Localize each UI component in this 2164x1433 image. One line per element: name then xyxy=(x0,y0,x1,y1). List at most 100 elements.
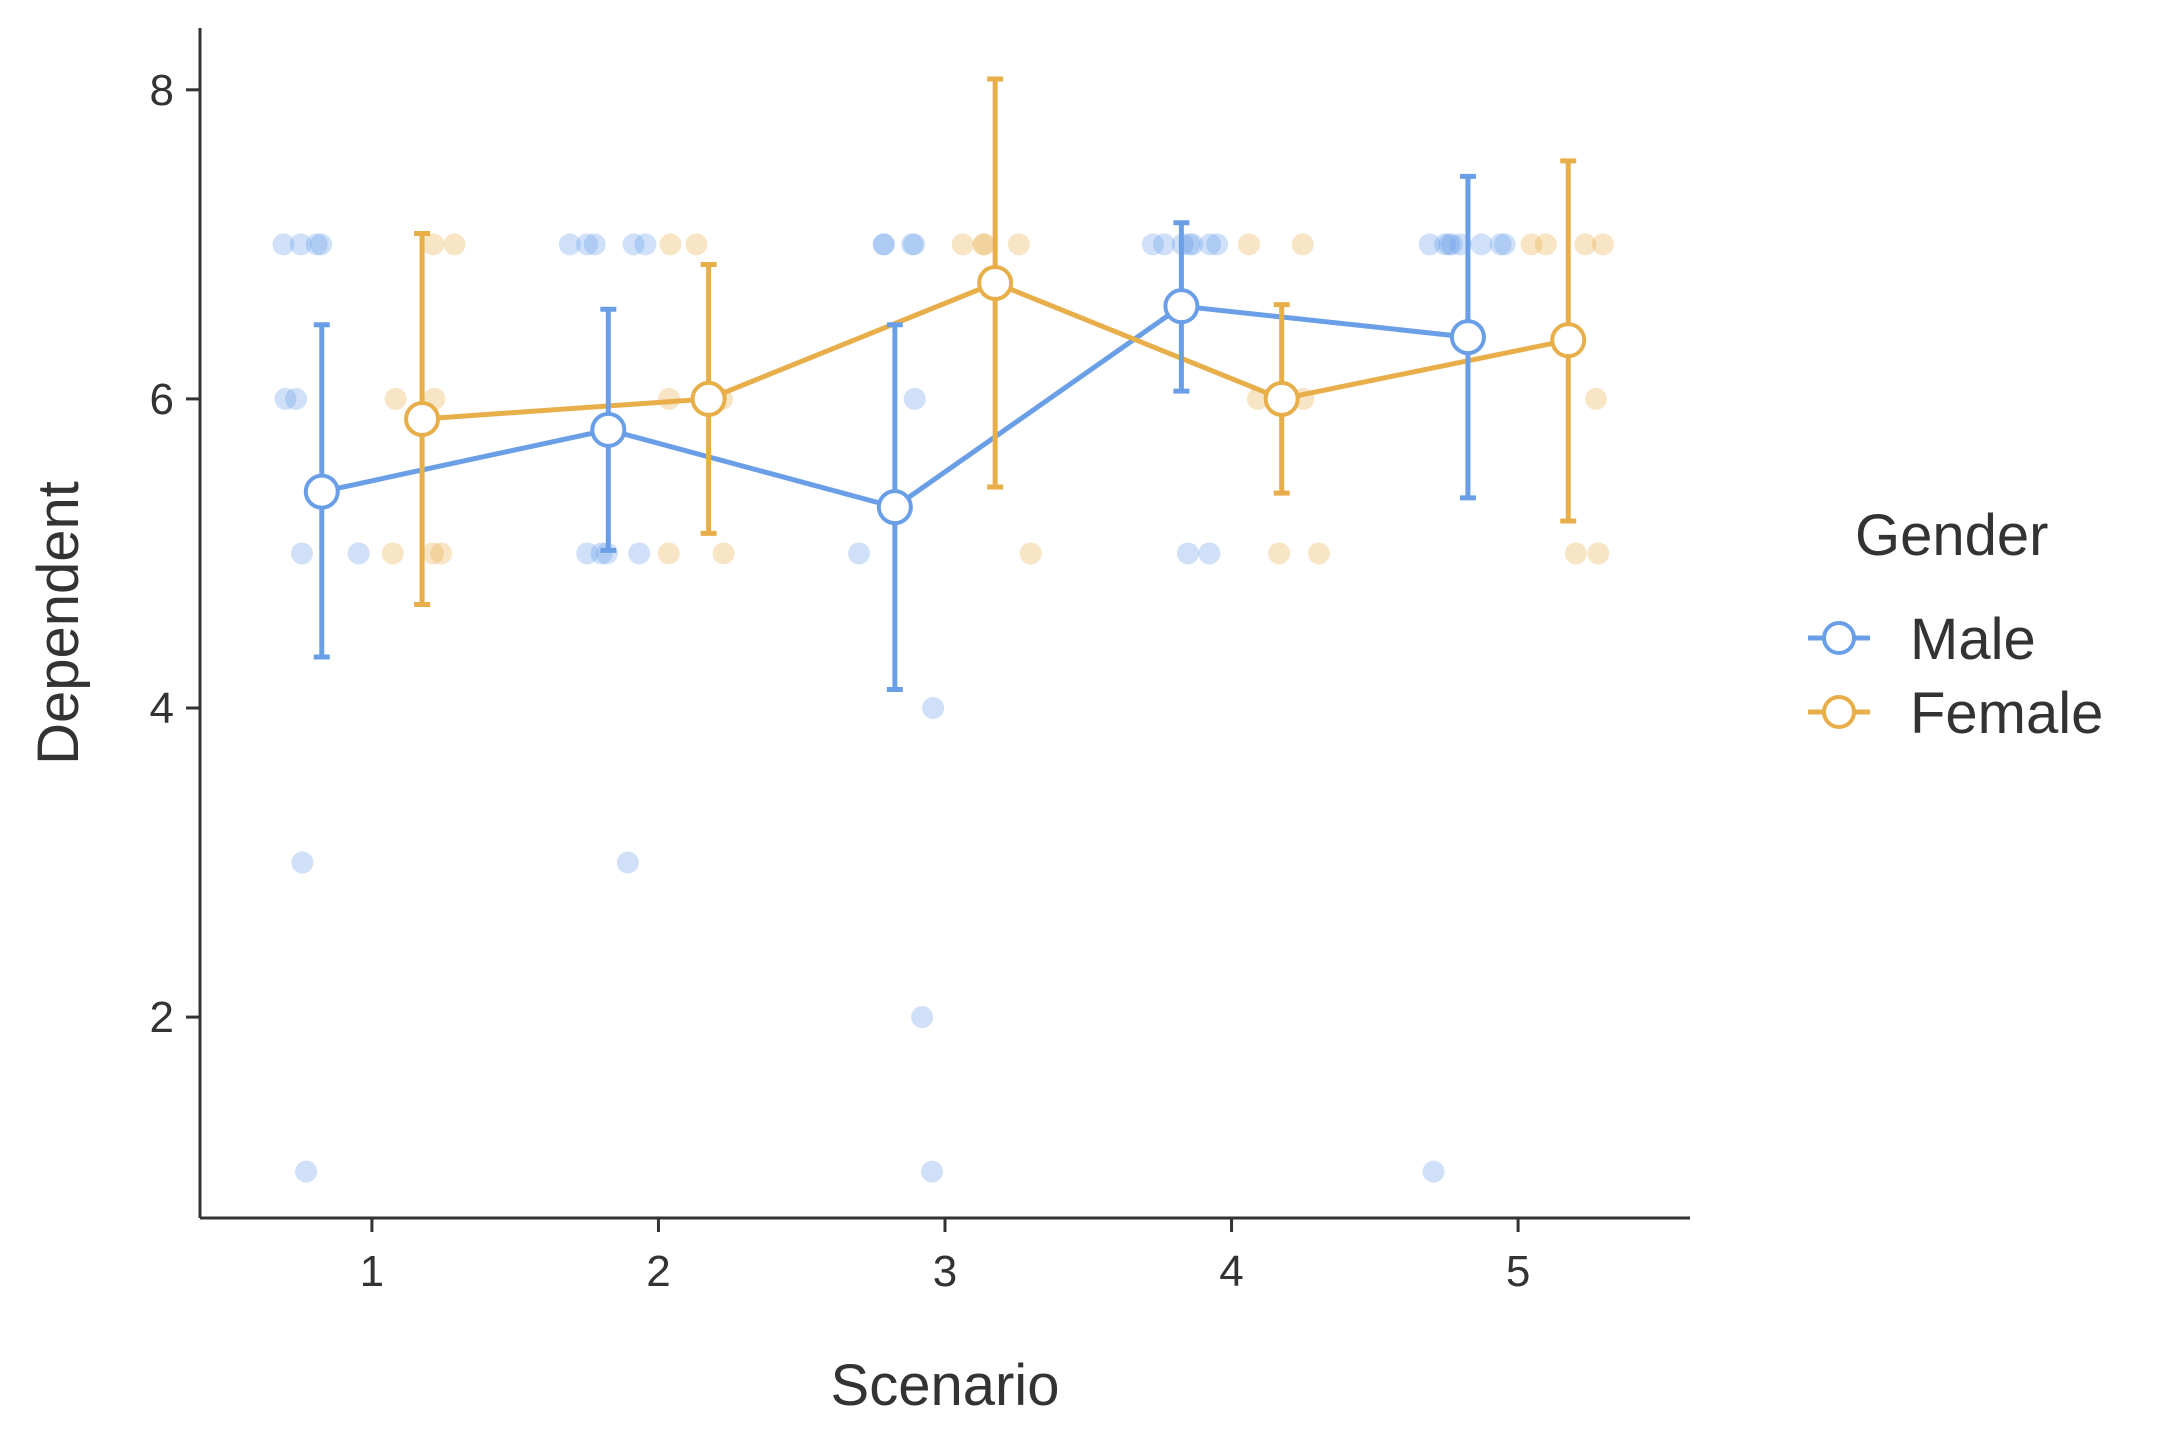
male-raw-point xyxy=(1493,233,1516,256)
series-lines-layer xyxy=(321,280,1569,510)
male-raw-point xyxy=(310,233,333,256)
female-raw-point xyxy=(1520,233,1543,256)
x-axis-ticks: 1 2 3 4 5 xyxy=(360,1218,1530,1296)
male-raw-point xyxy=(1422,1160,1445,1183)
legend: Gender Male Female xyxy=(1808,503,2103,746)
male-raw-point xyxy=(1181,233,1204,256)
male-mean-point xyxy=(590,411,627,448)
y-tick-label: 2 xyxy=(150,993,174,1042)
male-raw-point xyxy=(1198,542,1221,565)
female-raw-point xyxy=(657,542,680,565)
male-raw-point xyxy=(872,233,895,256)
error-bars-layer xyxy=(313,76,1577,692)
male-raw-point xyxy=(628,542,651,565)
male-raw-point xyxy=(290,542,313,565)
female-mean-point xyxy=(690,380,727,417)
female-legend-label: Female xyxy=(1910,681,2103,746)
male-raw-point xyxy=(295,1160,318,1183)
male-mean-point xyxy=(1449,319,1486,356)
female-raw-point xyxy=(685,233,708,256)
male-raw-point xyxy=(289,233,312,256)
female-raw-point xyxy=(1591,233,1614,256)
female-raw-point xyxy=(951,233,974,256)
male-raw-point xyxy=(1206,233,1229,256)
female-raw-point xyxy=(1564,542,1587,565)
male-mean-point xyxy=(303,473,340,510)
male-mean-point xyxy=(1163,288,1200,325)
female-legend-marker xyxy=(1822,695,1856,729)
male-mean-point xyxy=(876,489,913,526)
y-axis-title: Dependent xyxy=(26,481,91,765)
female-raw-point xyxy=(1268,542,1291,565)
male-raw-point xyxy=(922,697,945,719)
male-raw-point xyxy=(285,387,308,410)
male-raw-point xyxy=(1470,233,1493,256)
mean-points-layer xyxy=(303,265,1587,526)
male-raw-point xyxy=(1141,233,1164,256)
female-raw-point xyxy=(443,233,466,256)
male-raw-point xyxy=(272,233,295,256)
female-raw-point xyxy=(972,233,995,256)
male-raw-point xyxy=(1438,233,1461,256)
female-mean-point xyxy=(1263,380,1300,417)
male-raw-point xyxy=(1418,233,1441,256)
male-raw-point xyxy=(616,851,639,874)
male-legend-label: Male xyxy=(1910,607,2036,672)
legend-items: Male Female xyxy=(1808,607,2103,746)
raw-points-layer xyxy=(272,233,1614,1183)
x-tick-label: 5 xyxy=(1506,1247,1530,1296)
female-raw-point xyxy=(1291,233,1314,256)
female-raw-point xyxy=(1585,387,1608,410)
male-raw-point xyxy=(1434,233,1457,256)
male-raw-point xyxy=(634,233,657,256)
y-tick-label: 4 xyxy=(150,684,174,733)
male-raw-point xyxy=(291,851,314,874)
male-legend-marker xyxy=(1822,621,1856,655)
female-raw-point xyxy=(1307,542,1330,565)
x-tick-label: 3 xyxy=(933,1247,957,1296)
male-raw-point xyxy=(622,233,645,256)
male-raw-point xyxy=(305,233,328,256)
female-raw-point xyxy=(659,233,682,256)
male-raw-point xyxy=(1178,233,1201,256)
male-raw-point xyxy=(1153,233,1176,256)
legend-title: Gender xyxy=(1855,503,2048,568)
male-raw-point xyxy=(583,233,606,256)
female-mean-point xyxy=(404,401,441,437)
male-raw-point xyxy=(1199,233,1222,256)
male-raw-point xyxy=(576,233,599,256)
male-raw-point xyxy=(274,387,297,410)
x-axis-title: Scenario xyxy=(831,1353,1060,1418)
male-raw-point xyxy=(903,233,926,256)
male-raw-point xyxy=(903,387,926,410)
male-raw-point xyxy=(1440,233,1463,256)
y-tick-label: 6 xyxy=(150,375,174,424)
female-raw-point xyxy=(712,542,735,565)
male-raw-point xyxy=(848,542,871,565)
male-raw-point xyxy=(558,233,581,256)
female-raw-point xyxy=(1534,233,1557,256)
female-raw-point xyxy=(1007,233,1030,256)
x-tick-label: 2 xyxy=(646,1247,670,1296)
female-raw-point xyxy=(421,542,444,565)
female-mean-point xyxy=(977,265,1014,301)
male-raw-point xyxy=(1176,542,1199,565)
x-tick-label: 4 xyxy=(1219,1247,1243,1296)
x-tick-label: 1 xyxy=(360,1247,384,1296)
female-raw-point xyxy=(1587,542,1610,565)
male-raw-point xyxy=(872,233,895,256)
male-raw-point xyxy=(921,1160,944,1183)
male-raw-point xyxy=(347,542,370,565)
male-raw-point xyxy=(1489,233,1512,256)
female-raw-point xyxy=(422,233,445,256)
female-raw-point xyxy=(973,233,996,256)
y-tick-label: 8 xyxy=(150,66,174,115)
female-raw-point xyxy=(1574,233,1597,256)
male-raw-point xyxy=(901,233,924,256)
female-mean-point xyxy=(1550,322,1587,359)
female-raw-point xyxy=(430,542,453,565)
female-raw-point xyxy=(1019,542,1042,565)
female-raw-point xyxy=(384,387,407,410)
y-axis-ticks: 2 4 6 8 xyxy=(150,66,200,1042)
